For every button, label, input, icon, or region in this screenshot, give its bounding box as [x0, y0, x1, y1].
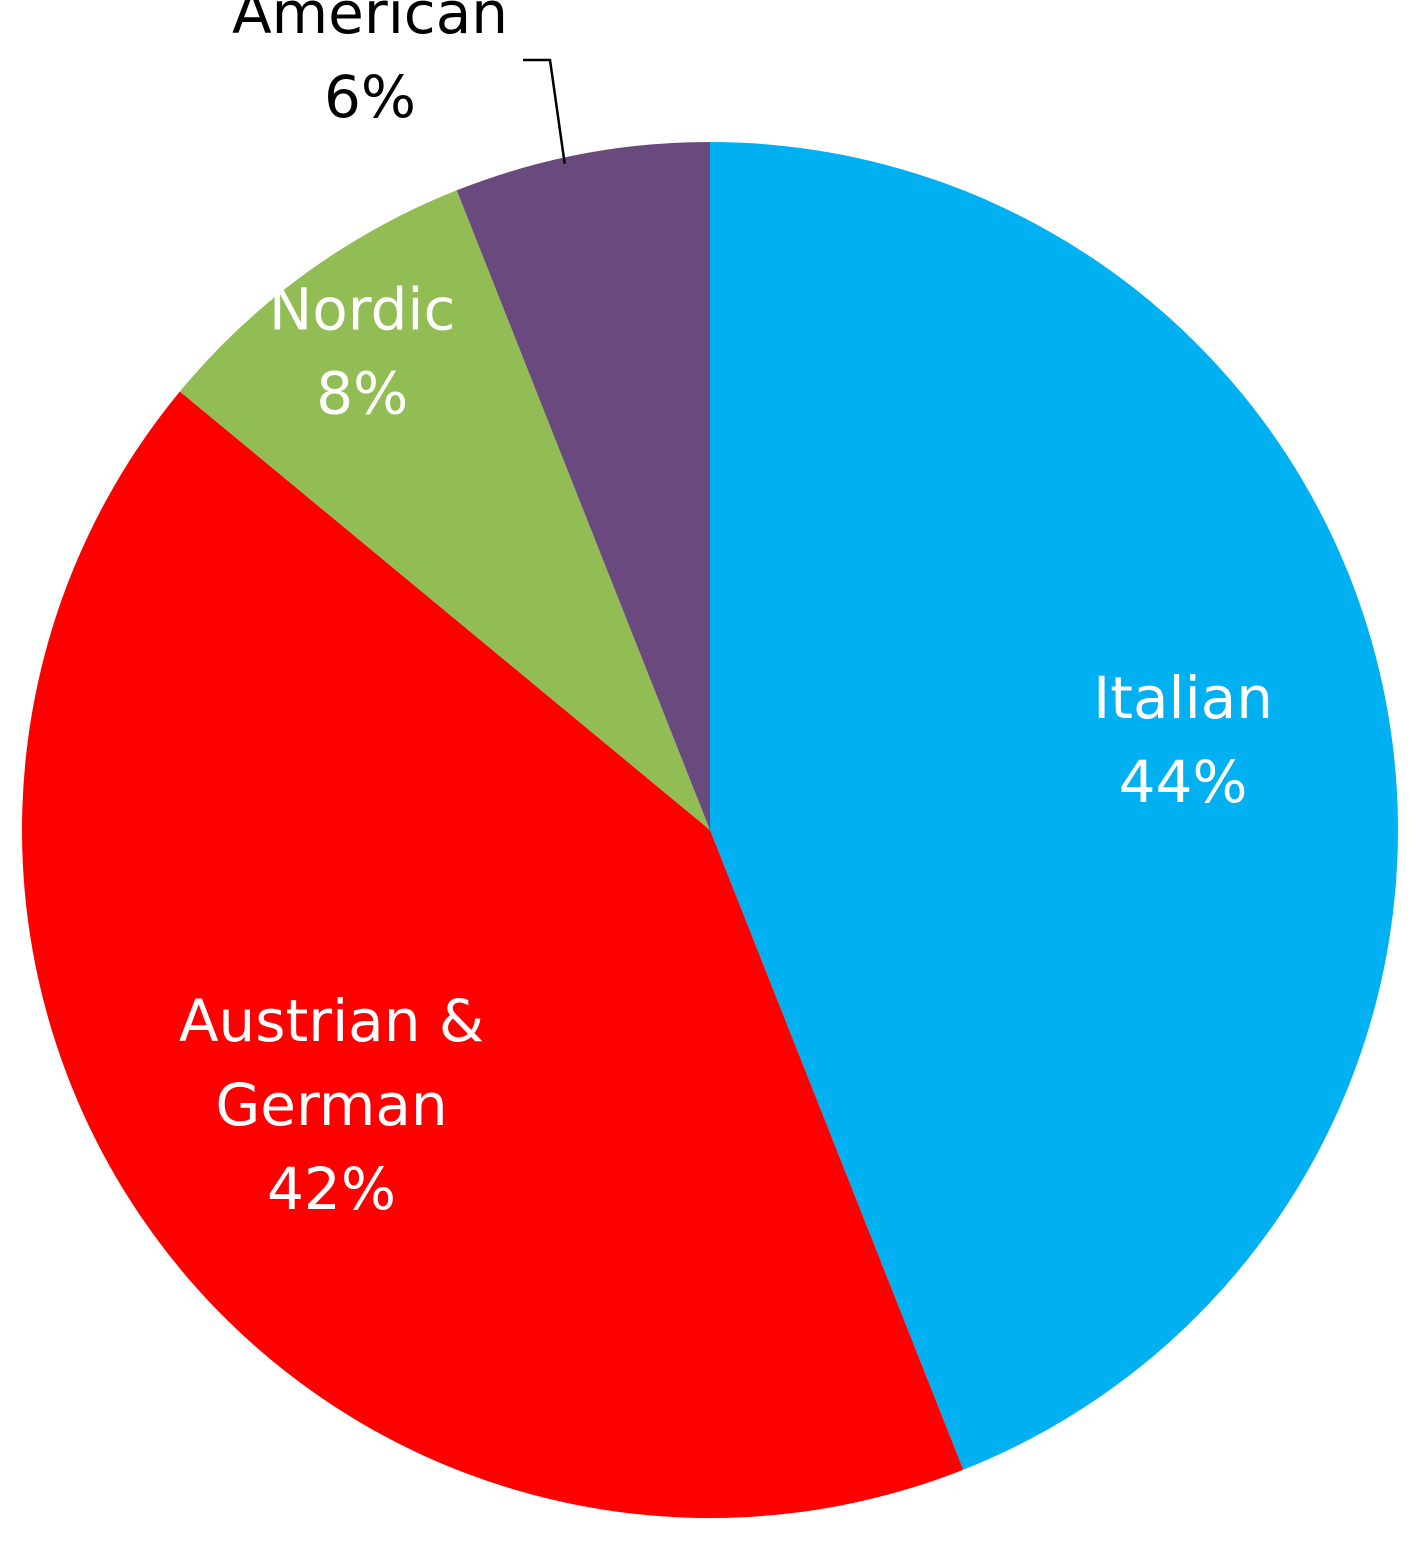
slice-austrian-and-german — [21, 391, 964, 1519]
slice-italian — [710, 142, 1399, 1470]
leader-line-american — [523, 58, 566, 164]
slice-label-italian: Italian 44% — [1093, 664, 1273, 816]
leader-lines — [523, 58, 566, 164]
slice-label-austrian-and-german-line-1: Austrian & — [179, 987, 484, 1055]
slice-label-austrian-and-german-line-3: 42% — [267, 1155, 396, 1223]
slice-nordic — [179, 190, 710, 830]
pie-slices — [21, 142, 1399, 1519]
slice-label-nordic-line-1: Nordic — [269, 275, 456, 343]
slice-label-american-line-1: American — [232, 0, 508, 47]
slice-label-italian-line-1: Italian — [1093, 664, 1273, 732]
slice-label-austrian-and-german: Austrian & German 42% — [179, 987, 484, 1223]
slice-labels: Italian 44% Austrian & German 42% Nordic 8% Ame… — [179, 0, 1273, 1223]
slice-label-italian-line-2: 44% — [1119, 748, 1248, 816]
slice-label-american: American 6% — [232, 0, 508, 131]
slice-label-nordic: Nordic 8% — [269, 275, 456, 427]
slice-american — [456, 142, 710, 830]
slice-label-austrian-and-german-line-2: German — [215, 1071, 447, 1139]
slice-label-nordic-line-2: 8% — [316, 359, 408, 427]
slice-label-american-line-2: 6% — [324, 63, 416, 131]
